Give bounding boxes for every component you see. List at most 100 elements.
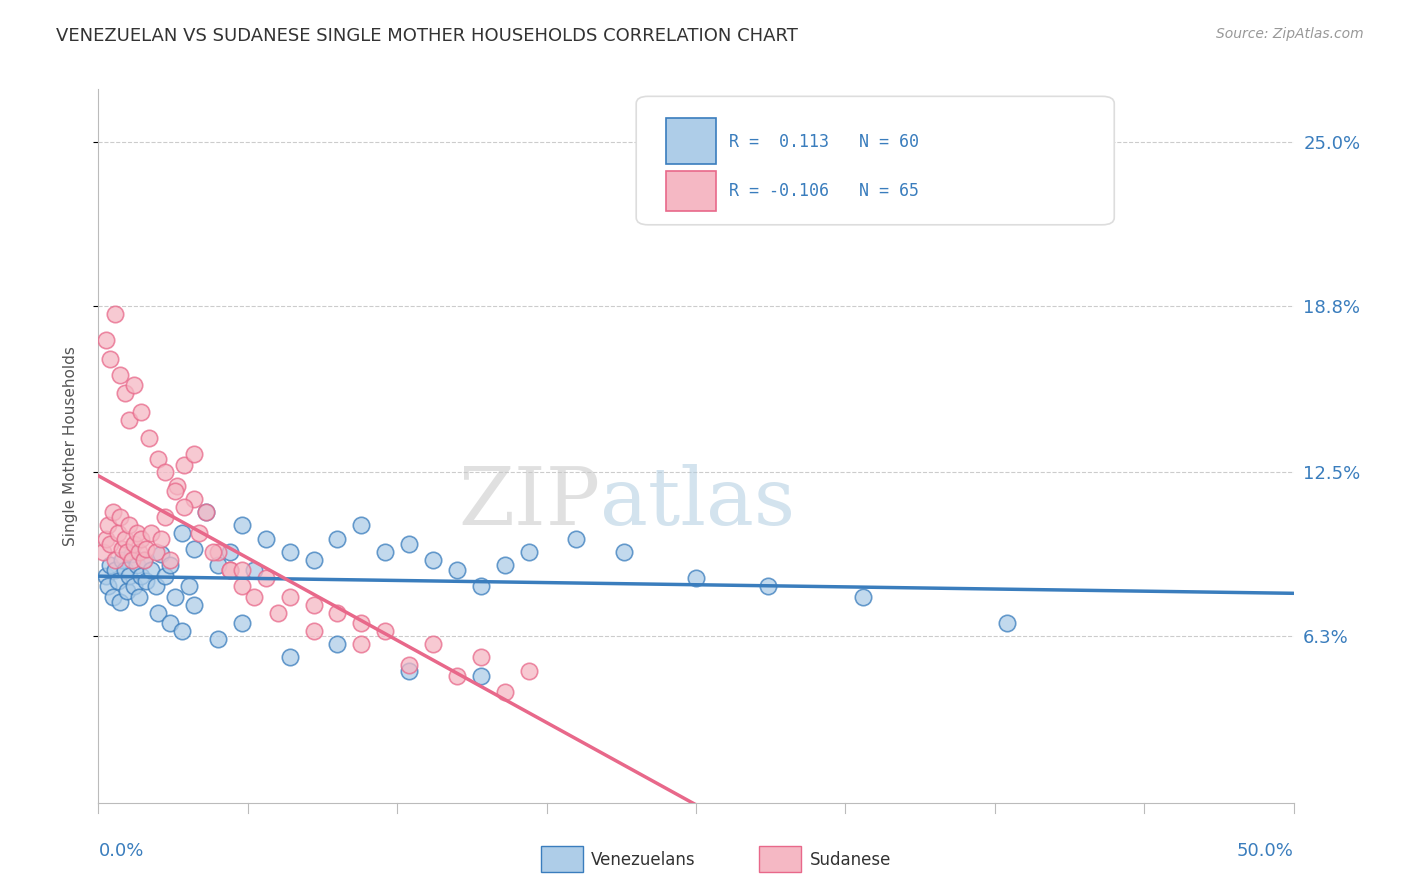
Point [104,307,127,321]
Point [207,558,229,572]
Point [565,532,588,546]
Point [207,545,229,559]
Point [207,632,229,646]
Point [114,532,136,546]
Point [97,518,120,533]
Y-axis label: Single Mother Households: Single Mother Households [63,346,77,546]
Point [101,505,124,519]
Text: atlas: atlas [600,464,796,542]
Point [108,368,131,382]
Point [145,579,167,593]
Point [326,532,349,546]
Point [446,563,468,577]
Point [852,590,875,604]
Point [231,616,253,631]
Point [131,568,153,582]
Point [231,563,253,577]
Text: Source: ZipAtlas.com: Source: ZipAtlas.com [1216,27,1364,41]
FancyBboxPatch shape [666,171,716,211]
Text: R = -0.106   N = 65: R = -0.106 N = 65 [730,182,920,200]
Point [135,542,157,557]
Point [98,351,122,366]
Point [128,545,150,559]
Point [98,537,122,551]
Point [135,574,157,588]
Point [267,606,290,620]
Point [115,584,138,599]
Point [118,568,141,582]
Point [243,563,266,577]
Point [111,552,134,566]
Point [254,571,277,585]
Point [91,545,114,559]
Text: R =  0.113   N = 60: R = 0.113 N = 60 [730,133,920,151]
Text: VENEZUELAN VS SUDANESE SINGLE MOTHER HOUSEHOLDS CORRELATION CHART: VENEZUELAN VS SUDANESE SINGLE MOTHER HOU… [56,27,799,45]
Point [121,552,143,566]
Text: ZIP: ZIP [458,464,600,542]
Text: 50.0%: 50.0% [1237,842,1294,861]
Point [350,616,373,631]
Point [517,545,540,559]
Point [139,526,162,541]
Point [756,579,779,593]
Point [254,532,277,546]
Point [398,537,420,551]
Point [114,386,136,401]
Point [195,505,218,519]
Text: Sudanese: Sudanese [810,851,891,869]
Point [179,579,201,593]
Point [187,526,209,541]
Point [138,431,160,445]
Point [243,590,266,604]
Point [183,491,205,506]
Point [173,458,195,472]
Point [139,563,162,577]
Point [114,563,136,577]
Point [131,404,153,418]
Point [172,624,194,638]
Point [398,658,420,673]
Point [219,563,242,577]
Point [149,547,172,561]
Point [166,478,188,492]
Point [195,505,218,519]
Point [278,590,301,604]
Point [155,568,177,582]
Point [101,590,124,604]
Point [219,545,242,559]
Point [350,518,373,533]
Point [494,685,516,699]
Point [104,552,127,566]
Point [125,526,148,541]
Point [145,545,167,559]
Point [470,579,492,593]
Point [494,558,516,572]
Point [163,483,186,498]
Point [995,616,1018,631]
Point [470,669,492,683]
Point [125,558,148,572]
Point [202,545,225,559]
Point [278,545,301,559]
Point [132,552,155,566]
Point [149,532,172,546]
Point [374,624,396,638]
Point [374,545,396,559]
Point [94,532,117,546]
Point [172,526,194,541]
Point [97,579,120,593]
Point [422,637,444,651]
Point [98,558,122,572]
Point [121,547,143,561]
FancyBboxPatch shape [637,96,1115,225]
Point [231,579,253,593]
Point [446,669,468,683]
Point [118,412,141,426]
Point [183,447,205,461]
Point [685,571,707,585]
Point [111,542,134,557]
Point [231,518,253,533]
Point [159,616,181,631]
Point [422,552,444,566]
FancyBboxPatch shape [666,118,716,164]
